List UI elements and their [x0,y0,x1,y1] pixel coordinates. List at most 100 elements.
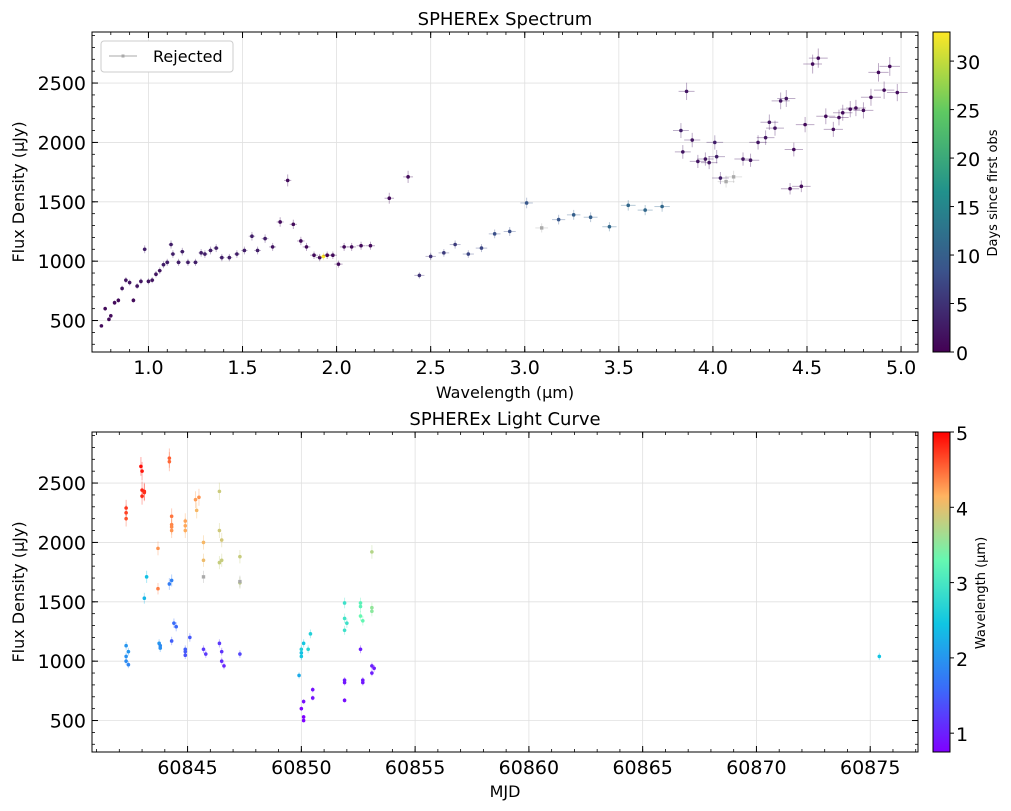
light-curve-data-point [124,506,128,510]
light-curve-data-point [877,654,882,659]
spectrum-x-tick-label: 4.0 [698,357,728,379]
spectrum-colorbar-tick-label: 5 [956,295,968,317]
spectrum-data-point [507,229,512,234]
light-curve-y-tick-label: 2000 [38,532,86,554]
light-curve-data-point [156,586,160,591]
light-curve-data-point [194,508,199,513]
spectrum-data-point [263,236,267,241]
spectrum-data-point [180,249,185,254]
light-curve-data-point [301,718,306,723]
spectrum-data-point [235,252,239,256]
light-curve-data-point [183,519,188,523]
spectrum-data-point [331,253,335,258]
spectrum-data-point [810,62,815,66]
spectrum-x-tick-label: 4.5 [792,357,822,379]
legend-rejected-label: Rejected [153,47,223,66]
legend-box [100,40,234,73]
spectrum-data-point [712,140,717,145]
spectrum-data-point [803,122,807,127]
light-curve-data-point [306,647,310,652]
spectrum-colorbar-tick-label: 10 [956,246,980,268]
light-curve-data-point [124,654,128,659]
spectrum-data-point [312,253,316,258]
light-curve-y-tick-label: 1000 [38,651,86,673]
spectrum-data-point [684,89,689,94]
light-curve-data-point [217,641,222,646]
light-curve-data-point [360,618,365,623]
light-curve-data-point [301,641,306,646]
spectrum-rejected-point [539,226,544,230]
spectrum-data-point [103,306,107,311]
spectrum-data-point [176,260,181,265]
spectrum-data-point [756,140,760,145]
spectrum-data-point [270,245,275,249]
spectrum-y-tick-label: 1500 [38,192,86,214]
light-curve-grid [92,432,918,752]
light-curve-data-point [342,628,347,633]
spectrum-grid [92,32,918,352]
light-curve-plot-frame [91,431,919,753]
spectrum-colorbar-tick-label: 25 [956,101,980,123]
light-curve-title: SPHEREx Light Curve [409,409,600,430]
spectrum-data-point [861,108,866,113]
days-colorbar-label: Days since first obs [986,129,1001,256]
light-curve-data-point [197,495,201,500]
spectrum-data-point [778,99,783,103]
light-curve-data-point [167,456,172,460]
spectrum-data-point [588,215,593,220]
light-curve-data-point [372,666,376,671]
spectrum-ticks: 1.0 1.5 2.0 2.5 3.0 3.5 4.0 4.5 5.0 500 1000 1500 20… [38,32,918,379]
light-curve-data-point [301,699,306,704]
spectrum-data-point [208,248,213,253]
spectrum-colorbar-tick-label: 0 [956,343,968,365]
spectrum-data-point [150,278,155,282]
spectrum-data-point [816,56,821,60]
light-curve-data-point [222,664,226,668]
light-curve-data-point [140,494,144,498]
spectrum-data-point [127,280,132,285]
light-curve-data-point [139,464,143,469]
light-curve-data-point [183,653,188,658]
spectrum-data-point [718,176,723,180]
wavelength-colorbar-label: Wavelength (μm) [974,537,989,649]
light-curve-data-point [142,490,147,495]
spectrum-data-point [227,255,232,260]
light-curve-panel: SPHEREx Light Curve 60845 60850 60855 60860… [9,409,989,801]
light-curve-data-point [167,582,172,586]
spectrum-data-point [679,128,683,133]
spectrum-data-point [193,260,198,265]
light-curve-data-point [201,540,206,545]
spectrum-data-point [824,114,828,119]
spectrum-data-point [278,220,282,224]
light-curve-data-point [124,659,128,663]
spectrum-colorbar-tick-label: 20 [956,149,980,171]
spectrum-data-point [321,254,326,259]
spectrum-data-point [792,147,796,152]
spectrum-data-point [417,273,422,278]
wavelength-colorbar-ticks: 1 2 3 4 5 [950,423,968,746]
spectrum-plot-frame [91,31,919,353]
spectrum-data-point [895,90,900,95]
wavelength-colorbar: 1 2 3 4 5 Wavelength (μm) [932,423,989,753]
light-curve-data-point [370,550,374,554]
light-curve-data-point [342,698,347,703]
light-curve-data-point [299,651,304,655]
spectrum-data-point [186,260,190,265]
spectrum-data-point [854,106,858,110]
spectrum-y-axis-label: Flux Density (μJy) [9,121,28,262]
spectrum-data-point [359,243,363,248]
light-curve-data-point [144,575,149,579]
spectrum-data-point [840,110,845,115]
spectrum-data-point [571,213,576,217]
light-curve-x-tick-label: 60860 [499,757,559,779]
light-curve-data-point [299,654,304,659]
spectrum-data-point [120,286,124,291]
light-curve-data-point [238,652,242,656]
light-curve-data-point [217,560,222,565]
spectrum-data-point [112,300,117,305]
spectrum-data-point [299,239,303,243]
light-curve-x-tick-label: 60865 [612,757,672,779]
light-curve-data-point [299,706,304,711]
spectrum-colorbar-tick-label: 15 [956,198,980,220]
light-curve-data-point [360,680,365,685]
